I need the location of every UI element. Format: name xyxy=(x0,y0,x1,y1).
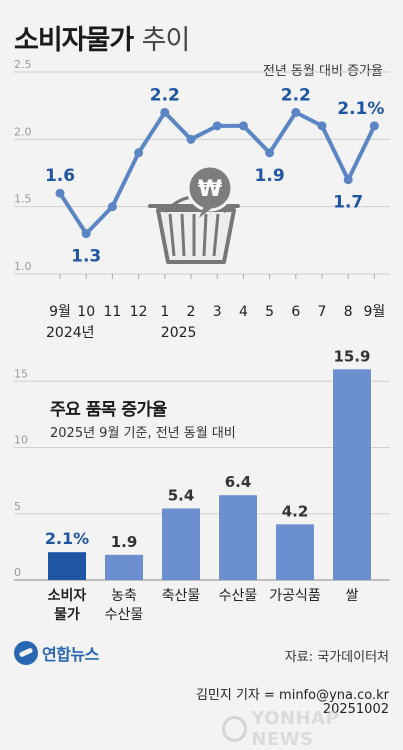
category-label: 수산물 xyxy=(219,588,258,604)
data-label: 1.6 xyxy=(45,166,75,186)
category-label: 소비자 xyxy=(48,588,87,604)
x-tick-label: 11 xyxy=(103,304,121,320)
watermark-text: YONHAP NEWS xyxy=(251,708,340,750)
chart-title: 소비자물가 추이 xyxy=(14,18,191,57)
x-tick-label: 5 xyxy=(265,304,274,320)
watermark-icon xyxy=(222,716,248,742)
credit-line: 김민지 기자 = minfo@yna.co.kr xyxy=(195,688,389,703)
y-tick-label: 15 xyxy=(14,367,28,380)
data-label: 2.1% xyxy=(337,99,384,119)
data-label: 5.4 xyxy=(168,486,195,504)
title-main: 소비자물가 xyxy=(14,25,134,56)
source-note: 자료: 국가데이터처 xyxy=(284,650,389,665)
bar xyxy=(162,508,200,580)
category-label: 쌀 xyxy=(346,588,359,604)
bar xyxy=(105,554,143,580)
data-point xyxy=(81,229,91,239)
y-tick-label: 2.5 xyxy=(14,58,32,71)
x-tick-label: 12 xyxy=(130,304,148,320)
y-tick-label: 10 xyxy=(14,434,28,447)
shopping-basket-icon: ₩ xyxy=(148,164,240,264)
data-point xyxy=(317,121,327,131)
category-label: 축산물 xyxy=(162,588,201,604)
category-label: 가공식품 xyxy=(269,588,321,604)
category-label: 수산물 xyxy=(105,607,144,623)
yonhap-logo-icon xyxy=(14,641,38,665)
logo-text: 연합뉴스 xyxy=(42,645,99,664)
bar xyxy=(48,552,86,580)
bar-plot: 2.1%소비자물가1.9농축수산물5.4축산물6.4수산물4.2가공식품15.9… xyxy=(45,347,371,623)
data-point xyxy=(265,148,275,158)
data-point xyxy=(134,148,144,158)
data-label: 2.2 xyxy=(150,85,180,105)
x-tick-label: 9월 xyxy=(364,304,386,320)
data-label: 1.9 xyxy=(255,166,285,186)
data-label: 1.3 xyxy=(71,247,101,267)
y-tick-label: 0 xyxy=(14,566,21,579)
data-label: 2.2 xyxy=(281,85,311,105)
x-tick-label: 4 xyxy=(239,304,248,320)
category-label: 물가 xyxy=(54,607,80,623)
data-point xyxy=(55,188,65,198)
line-plot: 1.6 1.3 2.2 1.9 2.2 1.7 2.1% xyxy=(45,85,384,266)
data-label: 1.7 xyxy=(333,193,363,213)
data-point xyxy=(369,121,379,131)
bar xyxy=(333,369,371,580)
x-tick-label: 6 xyxy=(291,304,300,320)
x-tick-label: 3 xyxy=(213,304,222,320)
data-label: 4.2 xyxy=(282,502,309,520)
data-point xyxy=(107,202,117,212)
data-label: 1.9 xyxy=(111,533,138,551)
bar-chart-subtitle: 2025년 9월 기준, 전년 동월 대비 xyxy=(50,426,236,441)
year-label: 2024년 xyxy=(46,325,95,341)
data-point xyxy=(212,121,222,131)
bar xyxy=(219,495,257,580)
data-label: 2.1% xyxy=(45,529,89,548)
data-point xyxy=(291,107,301,117)
bar-grid: 0 5 10 15 xyxy=(14,367,390,581)
year-label: 2025 xyxy=(161,325,197,341)
bar xyxy=(276,524,314,580)
x-tick-label: 7 xyxy=(318,304,327,320)
x-tick-label: 10 xyxy=(77,304,95,320)
data-point xyxy=(238,121,248,131)
title-light: 추이 xyxy=(141,25,191,56)
svg-text:₩: ₩ xyxy=(198,177,222,202)
y-tick-label: 2.0 xyxy=(14,125,32,138)
x-tick-label: 2 xyxy=(187,304,196,320)
data-point xyxy=(343,175,353,185)
x-tick-label: 1 xyxy=(160,304,169,320)
yonhap-logo: 연합뉴스 xyxy=(14,640,99,666)
y-tick-label: 1.0 xyxy=(14,260,32,273)
watermark: YONHAP NEWS xyxy=(222,708,403,750)
x-tick-label: 9월 xyxy=(49,304,71,320)
date-stamp: 20251002 xyxy=(322,702,389,717)
data-label: 15.9 xyxy=(333,347,370,365)
y-tick-label: 5 xyxy=(14,500,21,513)
bar-chart-title: 주요 품목 증가율 xyxy=(50,400,167,420)
x-tick-label: 8 xyxy=(344,304,353,320)
data-label: 6.4 xyxy=(225,473,252,491)
y-tick-label: 1.5 xyxy=(14,193,32,206)
data-point xyxy=(160,107,170,117)
category-label: 농축 xyxy=(111,588,137,604)
data-point xyxy=(186,134,196,144)
